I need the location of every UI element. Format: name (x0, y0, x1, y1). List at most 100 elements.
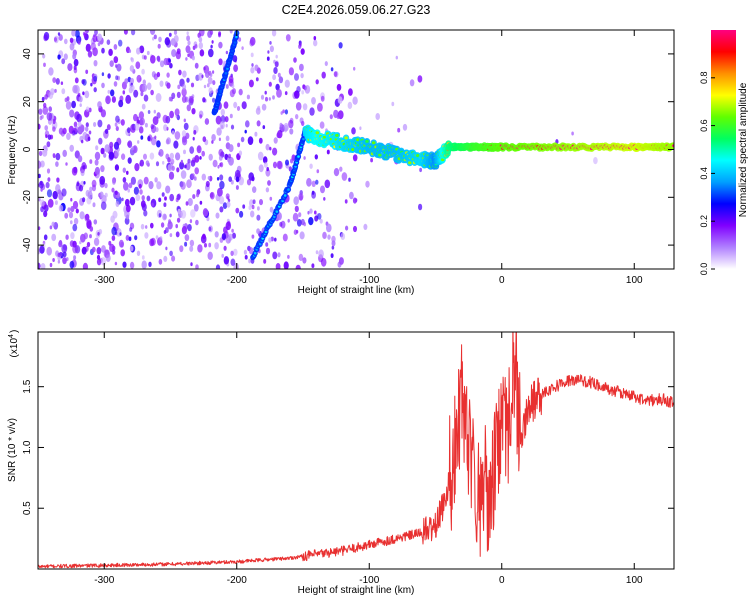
spectrogram-cell (241, 46, 244, 50)
spectrogram-cell (169, 110, 175, 119)
spectrogram-cell (158, 197, 162, 203)
spectrogram-cell (68, 211, 74, 219)
spectrogram-cell (261, 103, 267, 111)
spectrogram-cell (130, 123, 136, 133)
spectrogram-cell (322, 231, 327, 239)
spectrogram-cell (268, 237, 272, 243)
spectrogram-cell (139, 189, 143, 195)
spectrogram-cell (89, 234, 92, 239)
spectrogram-cell (176, 91, 181, 99)
spectrogram-cell (78, 184, 84, 192)
spectrogram-track-core (224, 71, 228, 75)
spectrogram-cell (114, 261, 118, 266)
spectrogram-cell (72, 130, 76, 136)
spectrogram-track-core (297, 155, 300, 158)
spectrogram-cell (52, 126, 56, 132)
spectrogram-cell (204, 118, 210, 125)
spectrogram-cell (143, 176, 149, 185)
spectrogram-cell (287, 254, 290, 259)
spectrogram-cell (295, 114, 299, 120)
spectrogram-cell (74, 84, 80, 94)
spectrogram-cell (85, 106, 90, 112)
spectrogram-cell (63, 53, 68, 60)
spectrogram-cell (116, 63, 122, 72)
spectrogram-cell (217, 187, 223, 197)
spectrogram-cell (215, 212, 220, 219)
spectrogram-cell (197, 32, 201, 39)
spectrogram-cell (180, 210, 187, 219)
spectrogram-cell (313, 39, 318, 47)
spectrogram-cell (324, 179, 331, 189)
spectrogram-cell (179, 161, 185, 170)
spectrogram-cell (174, 108, 180, 116)
spectrogram-cell (159, 236, 163, 241)
spectrogram-cell (316, 169, 320, 174)
spectrogram-cell (217, 165, 220, 169)
spectrogram-cell (234, 169, 241, 179)
spectrogram-cell (113, 44, 118, 50)
spectrogram-cell (93, 60, 98, 67)
spectrogram-cell (288, 67, 294, 76)
spectrogram-cell (142, 83, 148, 92)
spectrogram-cell (300, 48, 305, 55)
spectrogram-cell (250, 66, 255, 74)
spectrogram-cell (187, 53, 190, 57)
spectrogram-cell (77, 125, 83, 134)
spectrogram-cell (211, 40, 214, 44)
snr-x-ticks: -300 -200 -100 0 100 (94, 332, 643, 586)
spectrogram-cell (247, 136, 254, 146)
spectrogram-cell (153, 109, 156, 114)
spectrogram-cell (176, 167, 180, 173)
spectrogram-cell (82, 91, 85, 96)
spectrogram-cell (265, 242, 269, 247)
spectrogram-x-tick-label: 0 (499, 275, 505, 286)
spectrogram-cell (78, 96, 83, 103)
spectrogram-cell (370, 158, 373, 163)
spectrogram-cell (184, 234, 190, 242)
spectrogram-cell (279, 122, 283, 128)
spectrogram-cell (118, 39, 123, 47)
spectrogram-cell (38, 150, 43, 157)
spectrogram-cell (268, 81, 272, 87)
spectrogram-cell (333, 168, 340, 177)
spectrogram-cell (106, 124, 111, 131)
spectrogram-cell (140, 135, 144, 140)
spectrogram-cell (125, 204, 131, 213)
spectrogram-cell (57, 54, 61, 60)
spectrogram-cell (266, 56, 270, 61)
spectrogram-cell (179, 245, 184, 253)
spectrogram-cell (130, 84, 135, 92)
spectrogram-cell (118, 99, 124, 108)
spectrogram-cell (267, 180, 271, 186)
spectrogram-cell (202, 136, 207, 143)
spectrogram-cell (169, 152, 174, 160)
spectrogram-cell (218, 137, 221, 142)
spectrogram-cell (81, 139, 84, 144)
spectrogram-cell (129, 261, 135, 269)
spectrogram-cell (282, 233, 288, 242)
spectrogram-cell (114, 164, 119, 171)
spectrogram-cell (216, 177, 220, 181)
spectrogram-cell (272, 251, 278, 260)
spectrogram-cell (99, 175, 106, 185)
spectrogram-cell (43, 34, 48, 42)
spectrogram-cell (330, 253, 334, 258)
spectrogram-cell (269, 45, 274, 53)
spectrogram-cell (176, 217, 181, 223)
spectrogram-cell (222, 202, 228, 210)
spectrogram-cell (169, 213, 172, 218)
spectrogram-cell (156, 112, 161, 119)
spectrogram-cell (46, 141, 51, 148)
spectrogram-y-ticks: -40 -20 0 20 40 (22, 48, 674, 252)
spectrogram-cell (168, 96, 172, 102)
spectrogram-cell (101, 72, 105, 77)
spectrogram-cell (168, 58, 171, 63)
spectrogram-cell (73, 58, 79, 67)
spectrogram-cell (135, 61, 141, 69)
spectrogram-cell (94, 166, 100, 175)
spectrogram-track-core (283, 194, 287, 197)
spectrogram-cell (319, 121, 325, 129)
spectrogram-cell (269, 146, 272, 151)
spectrogram-cell (285, 159, 289, 166)
spectrogram-cell (169, 233, 173, 238)
